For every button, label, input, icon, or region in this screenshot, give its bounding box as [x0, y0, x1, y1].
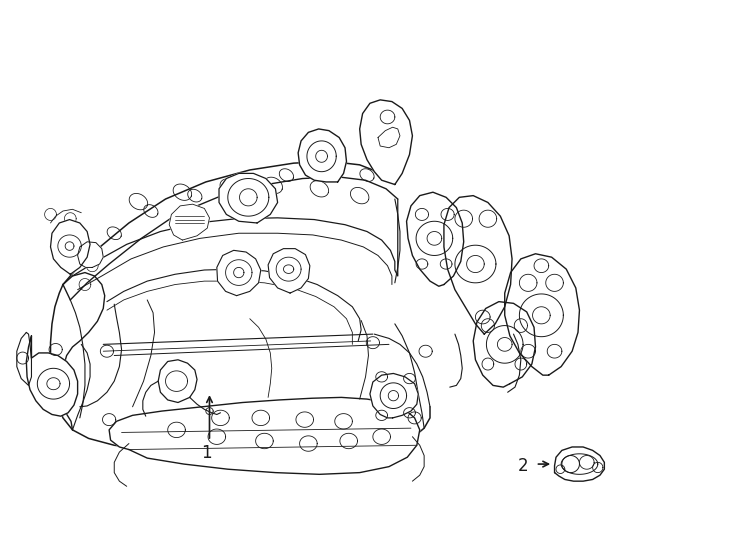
Polygon shape: [78, 242, 103, 267]
Text: 2: 2: [518, 457, 528, 475]
Polygon shape: [51, 220, 90, 274]
Polygon shape: [26, 336, 78, 416]
Polygon shape: [217, 251, 261, 295]
Polygon shape: [17, 333, 32, 386]
Polygon shape: [370, 374, 418, 418]
Polygon shape: [159, 360, 197, 402]
Polygon shape: [473, 302, 536, 387]
Polygon shape: [505, 254, 579, 375]
Polygon shape: [219, 173, 277, 223]
Polygon shape: [298, 129, 346, 182]
Polygon shape: [109, 397, 420, 474]
Polygon shape: [407, 192, 464, 286]
Polygon shape: [555, 447, 604, 481]
Polygon shape: [268, 248, 310, 293]
Polygon shape: [170, 204, 209, 240]
Polygon shape: [444, 195, 512, 334]
Polygon shape: [360, 100, 413, 185]
Text: 1: 1: [201, 444, 212, 462]
